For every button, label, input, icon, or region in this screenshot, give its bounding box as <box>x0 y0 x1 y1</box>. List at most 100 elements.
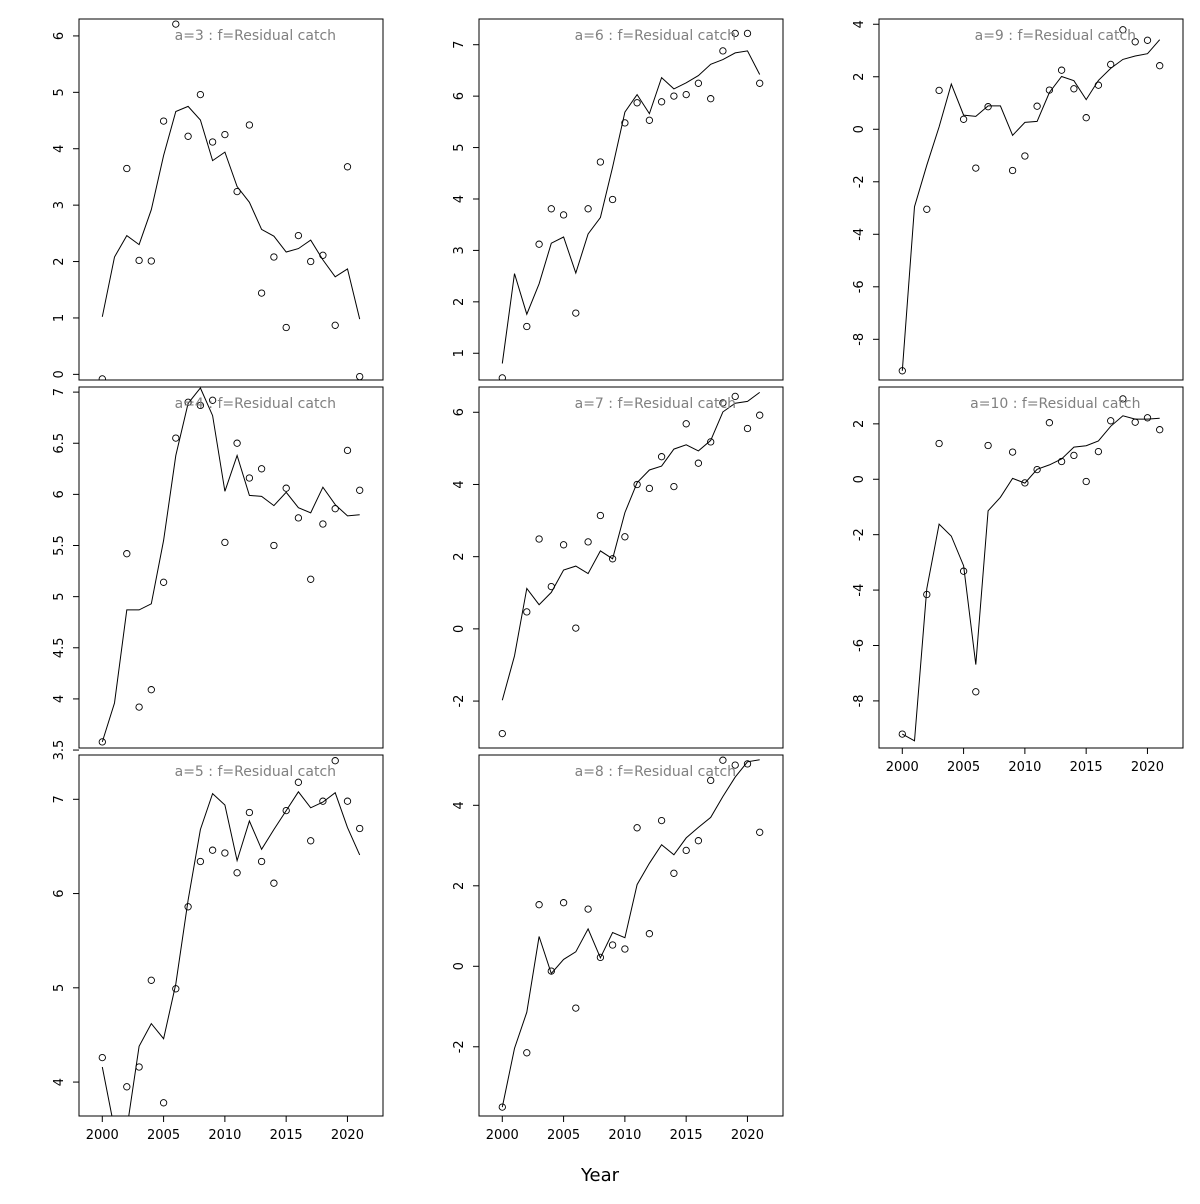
observed-point <box>633 824 641 832</box>
data-layer <box>498 756 764 1111</box>
observed-point <box>584 905 592 913</box>
observed-point <box>98 1053 106 1062</box>
observed-point <box>159 1099 168 1107</box>
observed-point <box>756 79 764 87</box>
observed-point <box>221 538 229 547</box>
observed-point <box>898 730 906 738</box>
data-layer <box>98 20 364 380</box>
observed-point <box>596 953 605 962</box>
observed-point <box>645 116 654 124</box>
observed-point <box>898 367 906 375</box>
observed-point <box>233 187 241 196</box>
observed-point <box>1131 38 1139 46</box>
observed-point <box>935 439 943 448</box>
observed-point <box>245 808 254 817</box>
y-tick-label: 4 <box>452 195 467 203</box>
y-tick-label: 4 <box>452 801 467 809</box>
observed-point <box>294 778 303 786</box>
y-tick-label: 4 <box>452 480 467 488</box>
observed-point <box>608 941 617 949</box>
observed-point <box>633 480 641 489</box>
y-tick-label: 1 <box>52 314 67 322</box>
observed-point <box>719 47 727 55</box>
observed-point <box>196 90 205 99</box>
observed-point <box>147 257 155 265</box>
observed-point <box>959 115 968 123</box>
observed-point <box>307 575 315 583</box>
y-tick-label: -4 <box>852 584 867 597</box>
observed-point <box>657 453 666 461</box>
observed-point <box>1057 457 1066 466</box>
observed-point <box>743 424 752 433</box>
observed-point <box>123 1083 131 1091</box>
x-tick-label: 2015 <box>270 1128 303 1143</box>
y-tick-label: -4 <box>852 228 867 241</box>
chart-panel-6: -8 -6 -4 -2 0 2 4 a=9 : f=Residual catch <box>852 18 1184 381</box>
observed-point <box>694 79 703 87</box>
observed-point <box>270 253 278 261</box>
y-tick-label: 2 <box>852 420 867 428</box>
observed-point <box>1107 417 1115 425</box>
observed-point <box>719 756 727 764</box>
y-tick-label: 3 <box>52 201 67 209</box>
observed-point <box>1131 418 1139 426</box>
observed-point <box>282 323 290 332</box>
observed-point <box>257 465 266 473</box>
observed-point <box>1008 448 1017 456</box>
observed-point <box>208 846 217 854</box>
observed-point <box>233 869 241 877</box>
y-tick-label: 4 <box>52 695 67 703</box>
observed-point <box>331 757 339 765</box>
observed-point <box>123 164 131 173</box>
observed-point <box>172 20 180 28</box>
y-tick-label: 5 <box>52 88 67 96</box>
y-tick-label: -2 <box>852 528 867 541</box>
data-layer <box>898 395 1164 742</box>
observed-point <box>657 98 666 106</box>
observed-point <box>257 289 266 297</box>
y-tick-label: 0 <box>452 625 467 633</box>
observed-point <box>608 195 617 204</box>
observed-point <box>756 828 764 836</box>
y-tick-label: -6 <box>852 639 867 652</box>
observed-point <box>584 538 592 546</box>
observed-point <box>270 879 278 887</box>
observed-point <box>147 976 155 984</box>
observed-point <box>959 567 968 575</box>
observed-point <box>135 1063 143 1071</box>
x-tick-label: 2020 <box>731 1128 764 1143</box>
observed-point <box>294 231 303 240</box>
observed-point <box>559 899 568 907</box>
y-tick-label: -2 <box>852 175 867 188</box>
observed-point <box>159 578 168 586</box>
chart-panel-2: 4 5 6 7 2000 2005 2010 2015 2020 a=5 : f=Residual… <box>52 754 384 1143</box>
observed-point <box>1045 86 1054 94</box>
observed-point <box>1094 447 1103 456</box>
y-tick-label: 6 <box>52 889 67 897</box>
y-tick-label: 0 <box>852 125 867 133</box>
observed-point <box>559 541 568 549</box>
plot-frame <box>878 386 1184 749</box>
observed-point <box>343 446 352 455</box>
observed-point <box>707 776 715 785</box>
y-tick-label: 7 <box>52 388 67 396</box>
observed-point <box>307 837 315 845</box>
y-tick-label: -8 <box>852 694 867 707</box>
observed-point <box>498 374 506 380</box>
fitted-line <box>901 39 1161 371</box>
observed-point <box>621 533 629 541</box>
observed-point <box>608 555 617 563</box>
observed-point <box>572 1004 580 1012</box>
observed-point <box>547 967 555 975</box>
chart-panel-7: -8 -6 -4 -2 0 2 2000 2005 2010 2015 2020 a=10 : f=R… <box>852 386 1184 775</box>
observed-point <box>923 590 931 599</box>
y-tick-label: 5 <box>52 593 67 601</box>
observed-point <box>972 164 980 172</box>
panel-title: a=9 : f=Residual catch <box>975 28 1136 44</box>
observed-point <box>670 92 678 100</box>
y-tick-label: 4.5 <box>52 637 67 658</box>
y-tick-label: 1 <box>452 349 467 357</box>
observed-point <box>547 205 555 213</box>
chart-panel-0: 0 1 2 3 4 5 6 a=3 : f=Residual catch <box>52 18 384 381</box>
observed-point <box>707 95 715 103</box>
